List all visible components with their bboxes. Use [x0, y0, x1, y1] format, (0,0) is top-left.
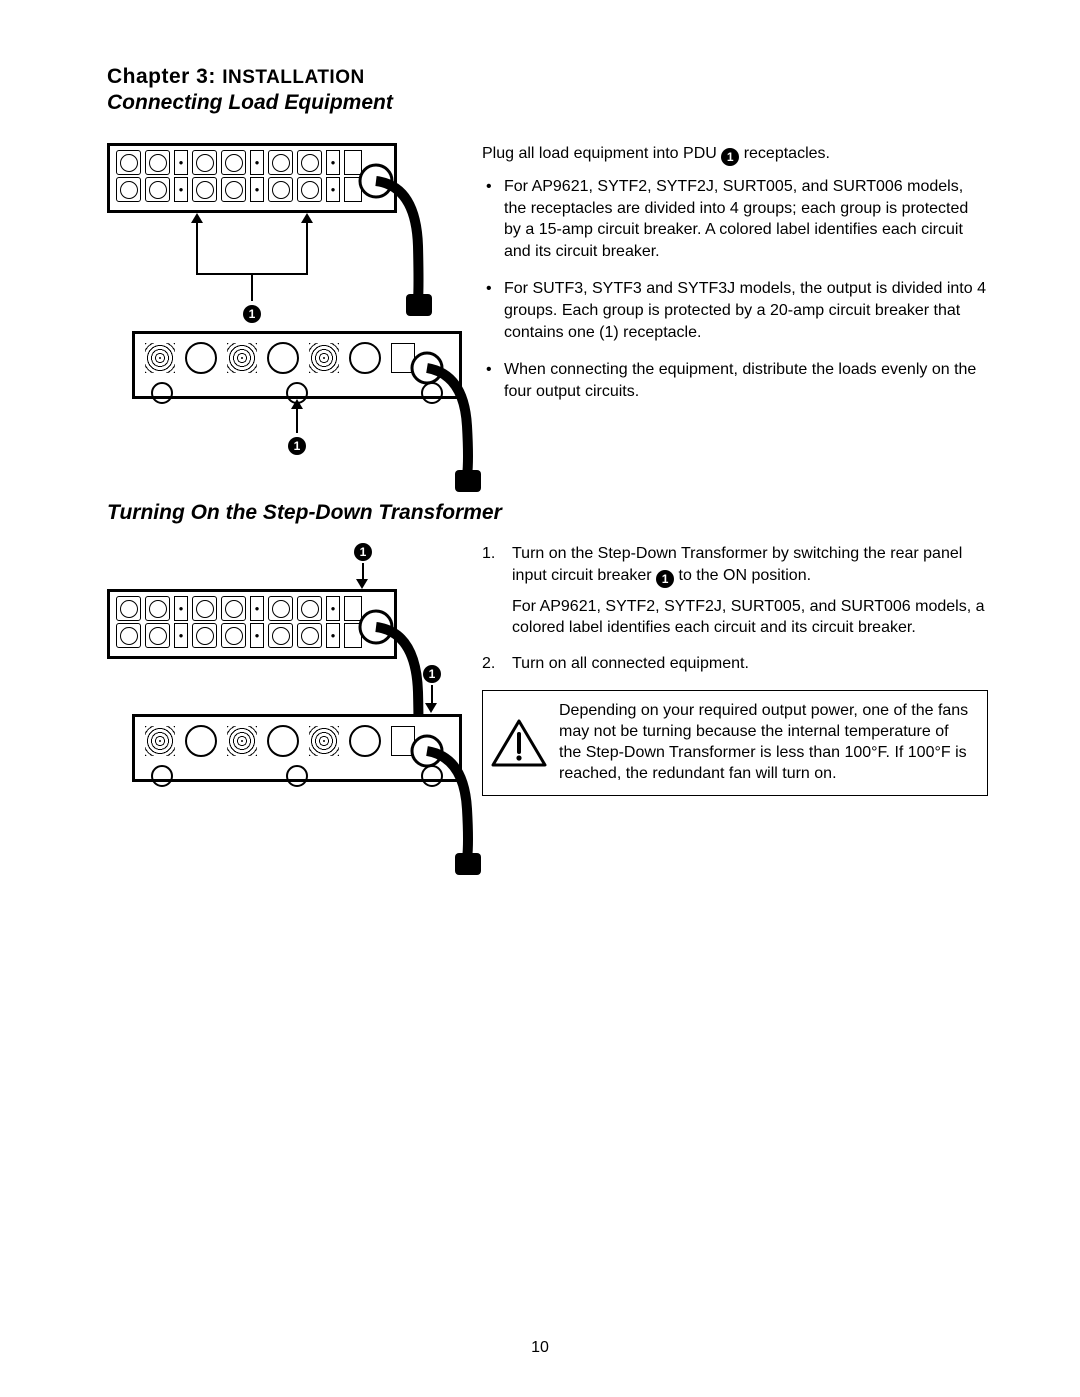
step1-sub: For AP9621, SYTF2, SYTF2J, SURT005, and …	[512, 596, 988, 639]
page-number: 10	[0, 1339, 1080, 1357]
chapter-label: Chapter 3:	[107, 65, 216, 88]
pdu-panel-2: ● ● ● ● ● ●	[107, 589, 397, 659]
section1-title: Connecting Load Equipment	[107, 91, 988, 115]
bullet-1: For AP9621, SYTF2, SYTF2J, SURT005, and …	[482, 176, 988, 262]
section1-row: ● ● ● ● ● ● 1	[107, 143, 988, 451]
section2-figure-column: 1 ● ● ● ● ● ●	[107, 543, 472, 782]
bullet-3: When connecting the equipment, distribut…	[482, 359, 988, 402]
callout-icon: 1	[721, 148, 739, 166]
intro-post: receptacles.	[744, 145, 830, 162]
section1-bullets: For AP9621, SYTF2, SYTF2J, SURT005, and …	[482, 176, 988, 402]
note-text: Depending on your required output power,…	[555, 691, 987, 794]
transformer-panel-2	[132, 714, 462, 782]
section1-text: Plug all load equipment into PDU 1 recep…	[472, 143, 988, 418]
callout-arrows-bottom: 1	[132, 399, 462, 451]
section2-title: Turning On the Step-Down Transformer	[107, 501, 988, 525]
down-arrow-mid: 1	[107, 659, 462, 714]
cable-2b	[409, 729, 519, 879]
step-1: Turn on the Step-Down Transformer by swi…	[482, 543, 988, 639]
chapter-heading: Chapter 3: Installation	[107, 65, 988, 89]
intro-line: Plug all load equipment into PDU 1 recep…	[482, 143, 988, 166]
step-2: Turn on all connected equipment.	[482, 653, 988, 675]
down-arrow-top: 1	[107, 543, 397, 589]
chapter-name: Installation	[222, 67, 365, 88]
callout-icon: 1	[288, 437, 306, 455]
section2-steps: Turn on the Step-Down Transformer by swi…	[482, 543, 988, 674]
callout-icon: 1	[656, 570, 674, 588]
intro-pre: Plug all load equipment into PDU	[482, 145, 721, 162]
callout-arrows-top: 1	[107, 213, 397, 323]
transformer-panel-top	[132, 331, 462, 399]
bullet-2: For SUTF3, SYTF3 and SYTF3J models, the …	[482, 278, 988, 343]
section1-figure-column: ● ● ● ● ● ● 1	[107, 143, 472, 451]
callout-icon: 1	[423, 665, 441, 683]
callout-icon: 1	[354, 543, 372, 561]
step1-post: to the ON position.	[679, 567, 812, 584]
section2-row: 1 ● ● ● ● ● ●	[107, 543, 988, 796]
callout-icon: 1	[243, 305, 261, 323]
section2-text: Turn on the Step-Down Transformer by swi…	[472, 543, 988, 796]
pdu-panel-top: ● ● ● ● ● ●	[107, 143, 397, 213]
note-box: Depending on your required output power,…	[482, 690, 988, 795]
